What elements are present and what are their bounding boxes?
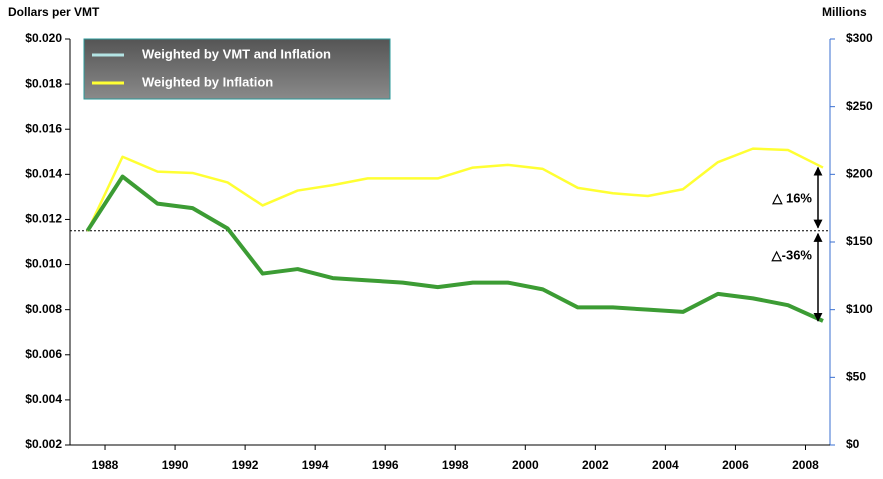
legend-box xyxy=(83,38,391,100)
y-tick-label: $0.004 xyxy=(25,392,62,406)
y2-tick-label: $300 xyxy=(846,31,873,45)
x-tick-label: 2008 xyxy=(792,458,819,472)
x-tick-label: 1994 xyxy=(302,458,329,472)
series-line xyxy=(86,147,824,232)
y-tick-label: $0.002 xyxy=(25,437,62,451)
y2-tick-label: $50 xyxy=(846,370,866,384)
y2-tick-label: $100 xyxy=(846,302,873,316)
y-tick-label: $0.006 xyxy=(25,347,62,361)
y2-tick-label: $0 xyxy=(846,437,860,451)
y2-tick-label: $200 xyxy=(846,167,873,181)
x-tick-label: 1988 xyxy=(92,458,119,472)
x-tick-label: 2000 xyxy=(512,458,539,472)
y-axis-title: Dollars per VMT xyxy=(8,5,100,19)
annotation: △ 16% xyxy=(771,191,812,206)
series-line xyxy=(85,174,824,323)
legend-label: Weighted by VMT and Inflation xyxy=(142,46,331,61)
y-tick-label: $0.008 xyxy=(25,302,62,316)
y2-tick-label: $150 xyxy=(846,234,873,248)
x-tick-label: 2002 xyxy=(582,458,609,472)
legend: Weighted by VMT and Inflation Weighted by… xyxy=(83,38,391,100)
x-tick-label: 2004 xyxy=(652,458,679,472)
y-tick-label: $0.014 xyxy=(25,167,62,181)
x-tick-label: 1998 xyxy=(442,458,469,472)
x-tick-label: 1990 xyxy=(162,458,189,472)
y-tick-label: $0.018 xyxy=(25,76,62,90)
x-tick-label: 2006 xyxy=(722,458,749,472)
y-tick-label: $0.020 xyxy=(25,31,62,45)
y-tick-label: $0.010 xyxy=(25,257,62,271)
x-tick-label: 1992 xyxy=(232,458,259,472)
y2-tick-label: $250 xyxy=(846,99,873,113)
x-tick-label: 1996 xyxy=(372,458,399,472)
y-tick-label: $0.012 xyxy=(25,212,62,226)
legend-label: Weighted by Inflation xyxy=(142,74,273,89)
y2-axis-title: Millions xyxy=(822,5,867,19)
annotation: △-36% xyxy=(771,247,813,262)
y-tick-label: $0.016 xyxy=(25,121,62,135)
